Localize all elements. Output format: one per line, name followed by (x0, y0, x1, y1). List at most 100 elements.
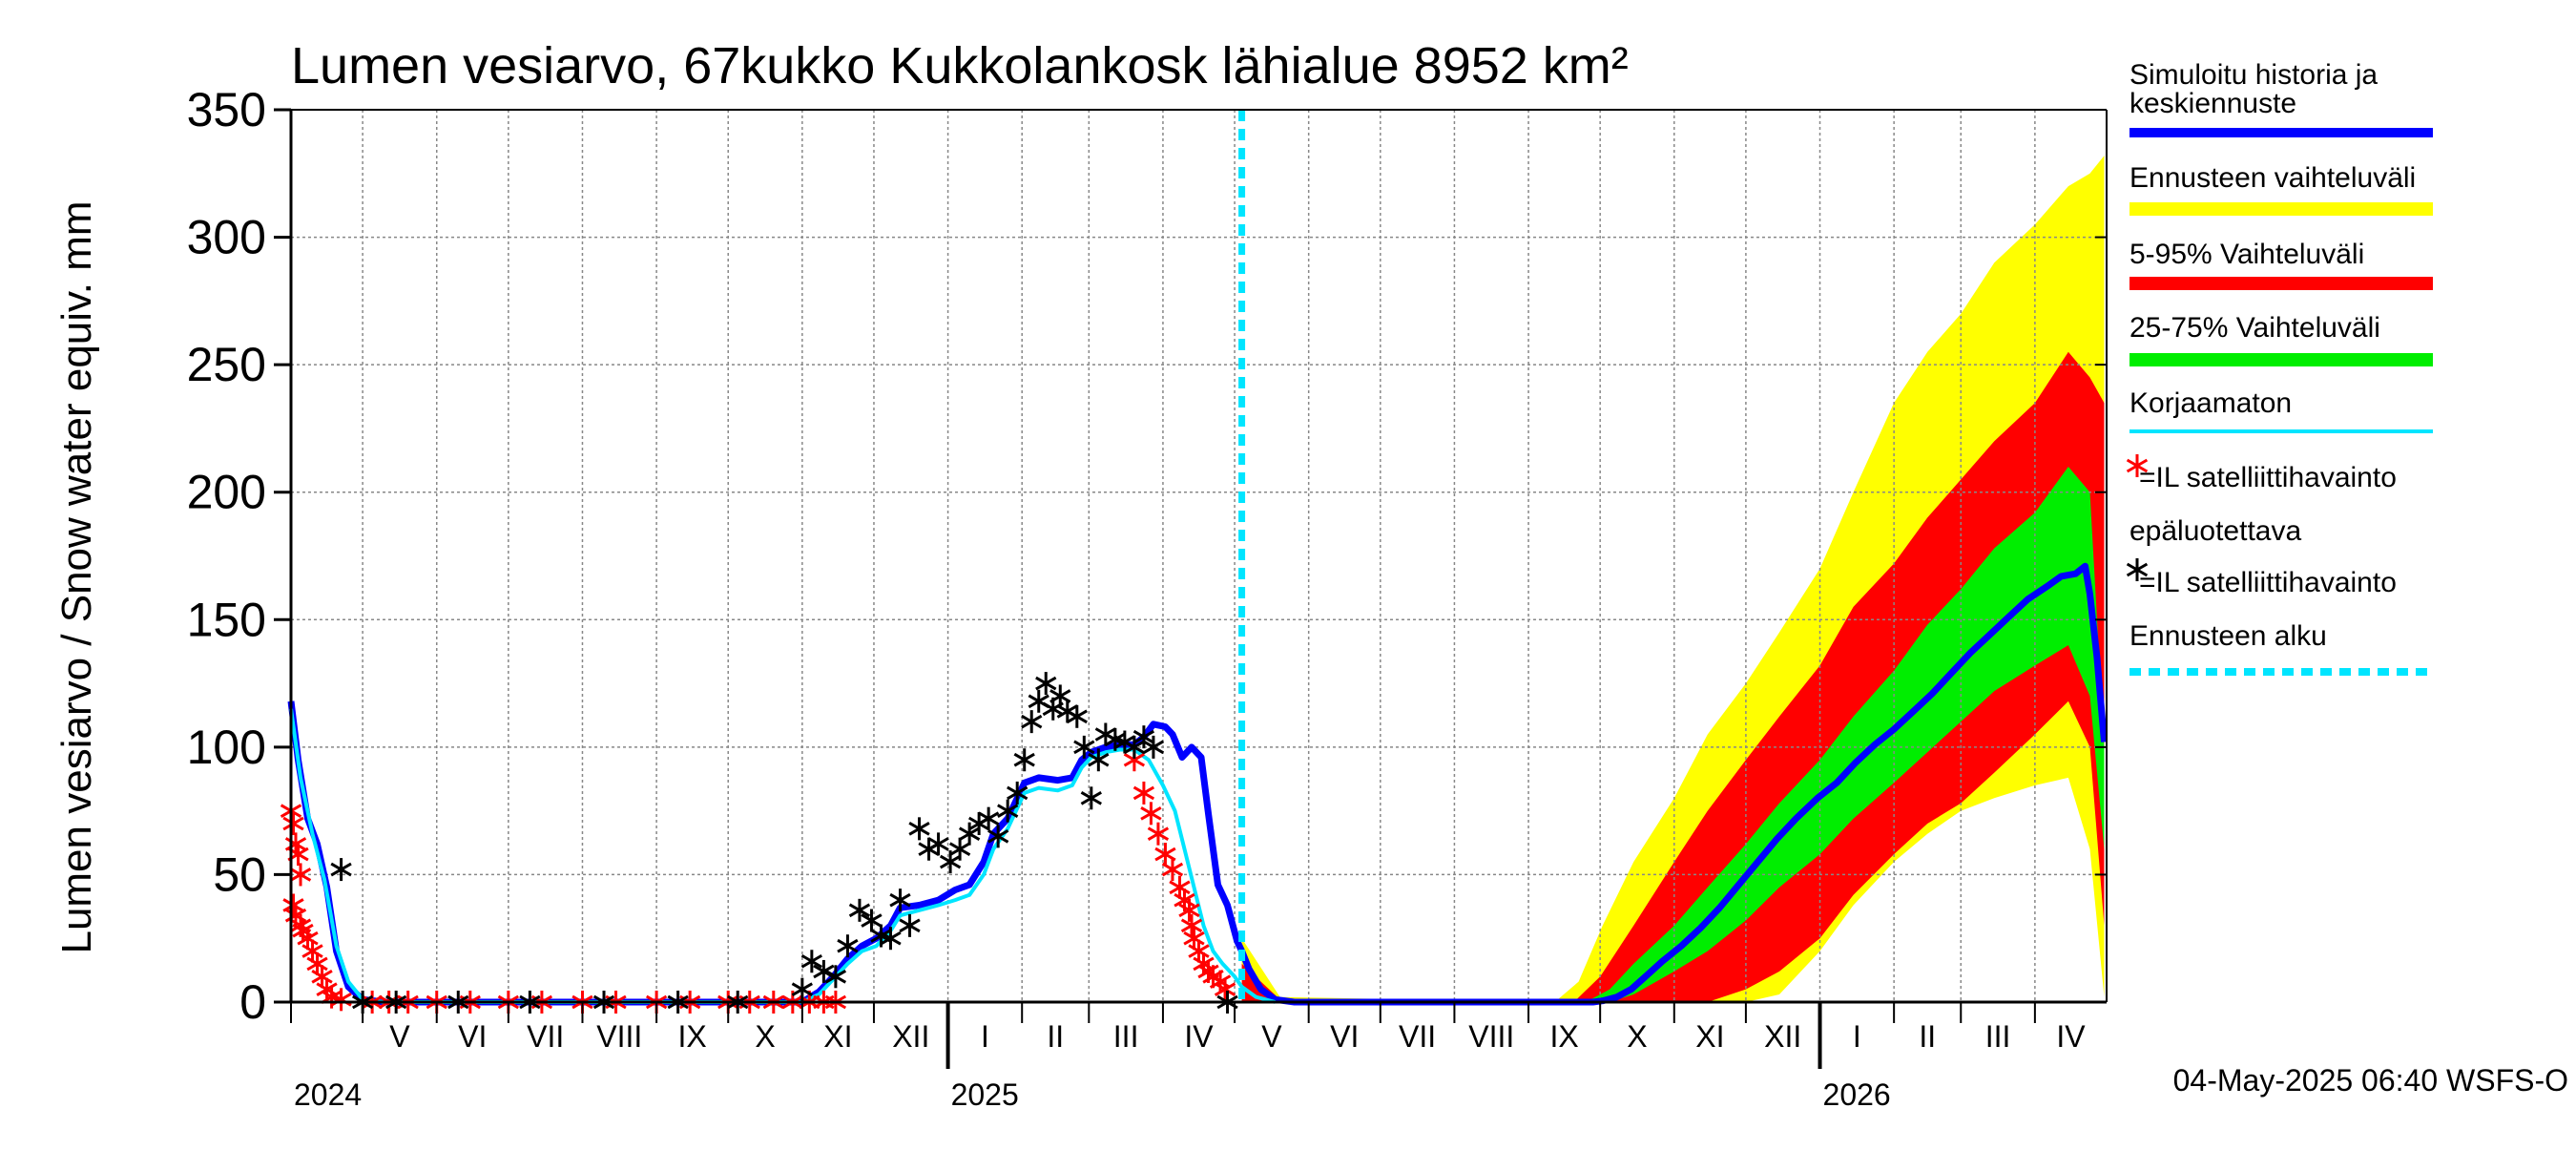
obs-marker-obs-0 (330, 858, 352, 882)
y-axis-label: Lumen vesiarvo / Snow water equiv. mm (53, 200, 100, 953)
obs-marker-obs-9 (800, 950, 823, 973)
legend-label-obs-unreliable: =IL satelliittihavainto (2139, 462, 2397, 493)
obs-marker-obs-16 (880, 927, 902, 951)
legend-swatch-range-5-95 (2129, 277, 2433, 290)
y-tick-label-350: 350 (187, 83, 266, 136)
chart-title: Lumen vesiarvo, 67kukko Kukkolankosk läh… (291, 37, 1629, 94)
obs-marker-obs-29 (1007, 781, 1028, 805)
obs-marker-obs_unreliable-8 (292, 919, 314, 943)
series-line-simulated (287, 562, 2108, 1006)
month-label-16: IX (1549, 1019, 1578, 1054)
year-label-2026: 2026 (1823, 1077, 1891, 1112)
obs-marker-obs_unreliable-40 (1169, 875, 1191, 899)
obs-marker-obs_unreliable-38 (1154, 843, 1176, 867)
month-label-9: II (1047, 1019, 1064, 1054)
legend-swatch-range-total (2129, 202, 2433, 216)
month-label-0: V (389, 1019, 410, 1054)
month-label-21: II (1919, 1019, 1936, 1054)
obs-marker-obs-26 (978, 806, 1000, 830)
obs-marker-obs-37 (1066, 704, 1088, 728)
obs-marker-obs-17 (889, 889, 911, 912)
obs-marker-obs-13 (848, 898, 871, 922)
month-label-8: I (981, 1019, 989, 1054)
obs-marker-obs-8 (791, 977, 813, 1001)
y-tick-label-300: 300 (187, 211, 266, 264)
obs-marker-obs-28 (997, 799, 1019, 823)
month-label-14: VII (1399, 1019, 1436, 1054)
obs-marker-obs_unreliable-42 (1178, 898, 1200, 922)
timestamp-footer: 04-May-2025 06:40 WSFS-O (2173, 1063, 2568, 1098)
month-label-13: VI (1330, 1019, 1359, 1054)
y-tick-label-200: 200 (187, 466, 266, 519)
legend-label-forecast-start: Ennusteen alku (2129, 620, 2327, 652)
obs-marker-obs-19 (908, 817, 930, 841)
month-label-6: XI (823, 1019, 852, 1054)
obs-marker-obs_unreliable-10 (301, 939, 323, 963)
obs-marker-obs_unreliable-35 (1132, 781, 1155, 805)
month-label-4: IX (678, 1019, 707, 1054)
y-tick-label-100: 100 (187, 721, 266, 774)
obs-marker-obs_unreliable-1 (282, 812, 304, 835)
legend-label-range-total: Ennusteen vaihteluväli (2129, 162, 2416, 194)
y-tick-label-150: 150 (187, 593, 266, 646)
obs-marker-obs_unreliable-37 (1147, 822, 1170, 846)
month-label-15: VIII (1468, 1019, 1514, 1054)
series-line-uncorrected (289, 708, 1277, 1004)
obs-marker-obs_unreliable-43 (1180, 913, 1203, 937)
month-label-10: III (1113, 1019, 1139, 1054)
month-label-20: I (1853, 1019, 1861, 1054)
obs-marker-obs-44 (1123, 735, 1146, 759)
month-label-19: XII (1764, 1019, 1801, 1054)
legend-swatch-uncorrected (2129, 429, 2433, 433)
obs-marker-obs-45 (1132, 725, 1155, 749)
month-label-3: VIII (596, 1019, 642, 1054)
legend-label-simulated-1: Simuloitu historia ja (2129, 59, 2378, 91)
obs-marker-obs-30 (1013, 748, 1035, 772)
legend-label-simulated-2: keskiennuste (2129, 88, 2296, 119)
month-label-22: III (1985, 1019, 2011, 1054)
band-range_25_75 (1586, 467, 2105, 1002)
year-label-2025: 2025 (951, 1077, 1019, 1112)
obs-marker-obs-33 (1035, 672, 1057, 696)
obs-marker-obs_unreliable-39 (1161, 858, 1184, 882)
obs-marker-obs_unreliable-12 (311, 965, 333, 989)
obs-marker-obs-35 (1049, 684, 1071, 708)
obs-marker-obs_unreliable-45 (1188, 939, 1210, 963)
month-label-7: XII (892, 1019, 929, 1054)
obs-marker-obs-21 (927, 832, 949, 856)
obs-marker-obs_unreliable-9 (297, 927, 319, 951)
month-label-18: XI (1695, 1019, 1724, 1054)
y-tick-label-0: 0 (239, 975, 266, 1029)
obs-marker-obs_unreliable-13 (316, 977, 338, 1001)
obs-marker-obs_unreliable-49 (1209, 970, 1232, 993)
obs-marker-obs-14 (861, 909, 883, 932)
month-label-11: IV (1184, 1019, 1214, 1054)
legend-swatch-range-25-75 (2129, 353, 2433, 366)
month-label-17: X (1627, 1019, 1647, 1054)
legend-label-obs-unreliable-note: epäluotettava (2129, 515, 2301, 547)
band-range_5_95 (1241, 351, 2105, 1002)
obs-marker-obs-31 (1021, 710, 1043, 734)
obs-marker-obs-23 (948, 837, 971, 861)
obs-marker-obs-10 (813, 959, 835, 983)
legend-label-range-5-95: 5-95% Vaihteluväli (2129, 239, 2364, 270)
obs-marker-obs-24 (958, 822, 981, 846)
obs-marker-obs-12 (837, 934, 859, 958)
obs-marker-obs_unreliable-36 (1140, 802, 1162, 826)
y-tick-label-50: 50 (213, 847, 266, 901)
obs-marker-obs-38 (1073, 735, 1095, 759)
legend-label-uncorrected: Korjaamaton (2129, 387, 2292, 419)
month-label-1: VI (458, 1019, 487, 1054)
legend-label-range-25-75: 25-75% Vaihteluväli (2129, 312, 2380, 344)
y-tick-label-250: 250 (187, 338, 266, 391)
legend-label-obs: =IL satelliittihavainto (2139, 567, 2397, 598)
month-label-5: X (755, 1019, 775, 1054)
obs-marker-obs-27 (987, 825, 1009, 848)
month-label-2: VII (527, 1019, 564, 1054)
forecast-bands (1241, 156, 2105, 1003)
obs-marker-obs_unreliable-44 (1183, 927, 1205, 951)
